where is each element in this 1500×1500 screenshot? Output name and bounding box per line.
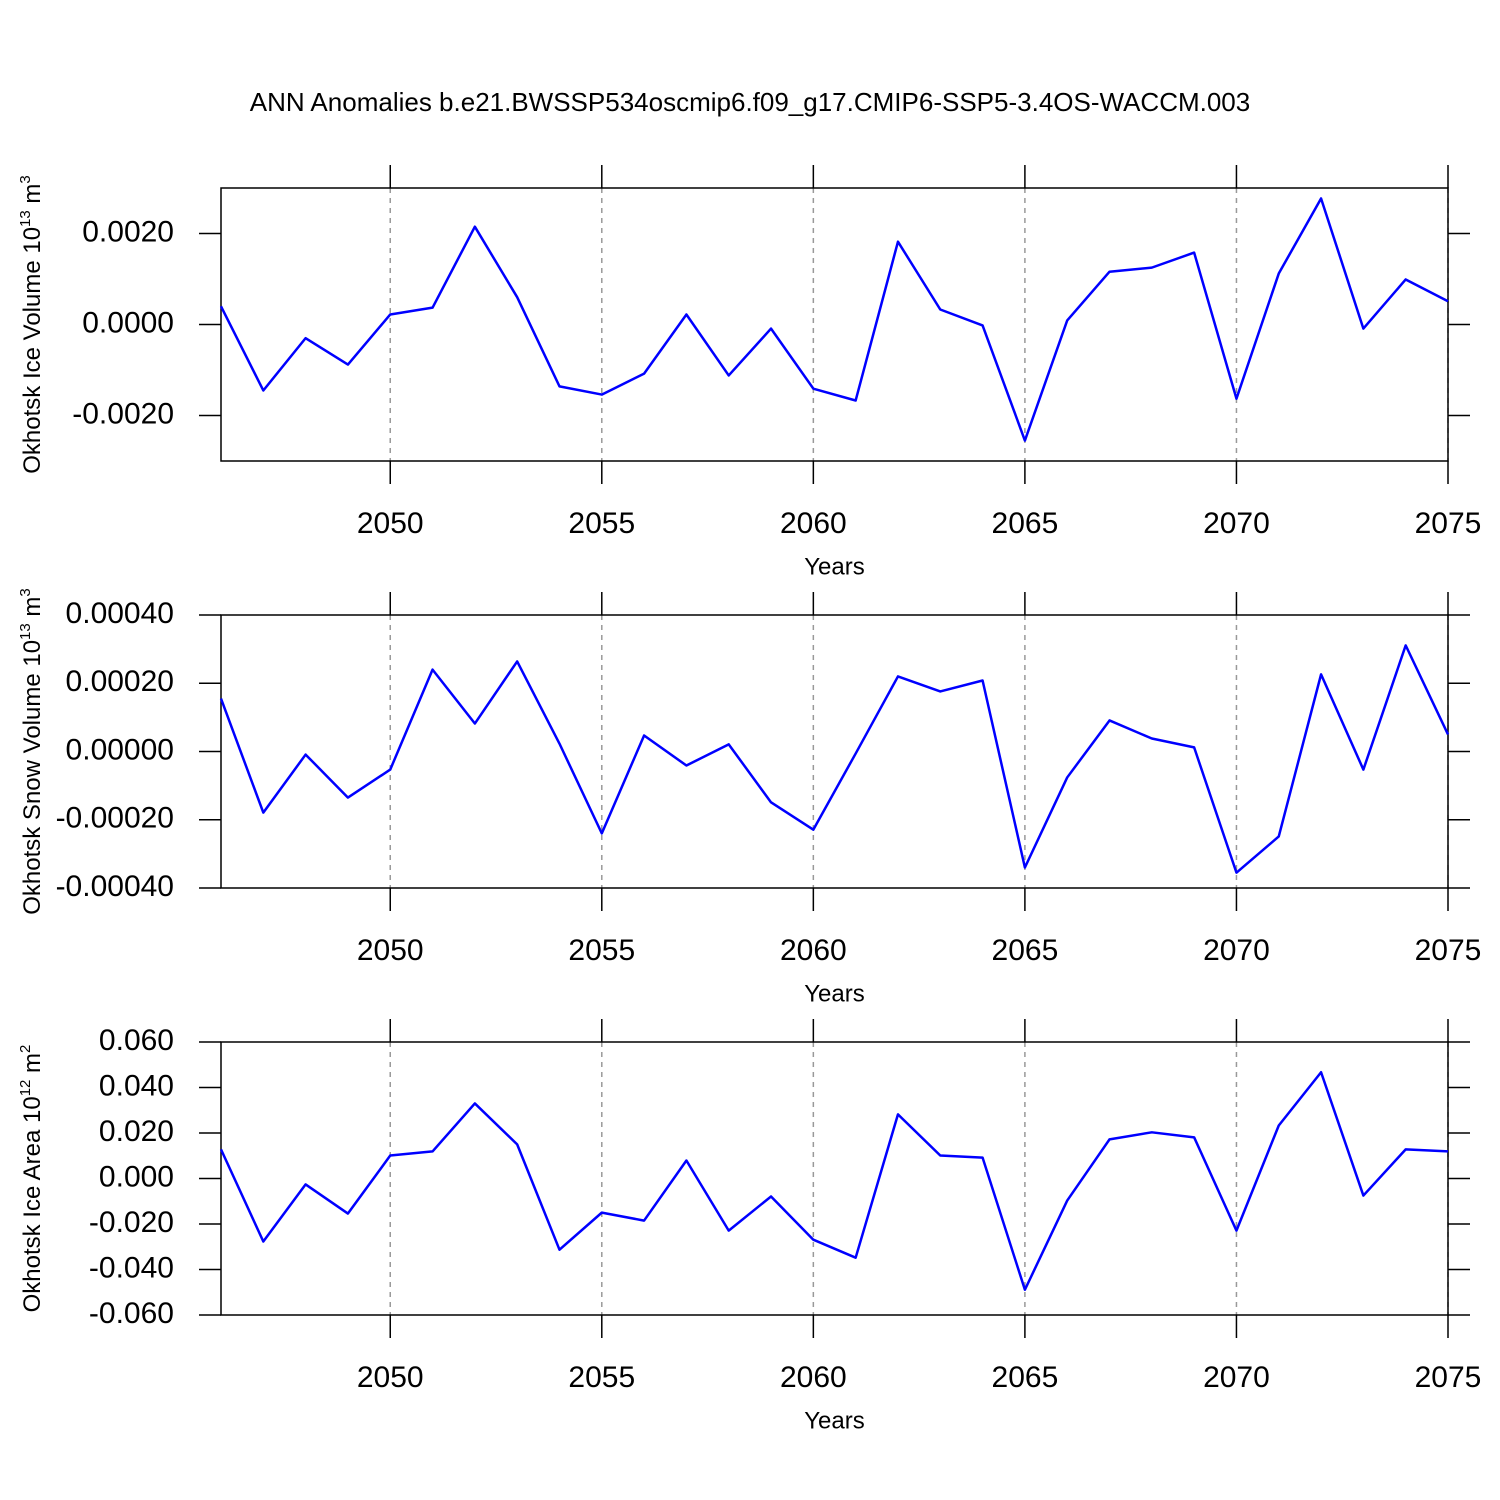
x-tick-label: 2070	[1203, 507, 1270, 540]
y-tick-label: -0.00020	[56, 802, 174, 835]
figure-title: ANN Anomalies b.e21.BWSSP534oscmip6.f09_…	[250, 87, 1250, 117]
x-tick-label: 2065	[992, 507, 1059, 540]
y-axis-label-exponent: 13	[17, 210, 34, 227]
plot-frame	[220, 614, 1449, 889]
y-axis-label-part: Okhotsk Snow Volume 10	[19, 640, 46, 915]
x-tick-label: 2075	[1415, 507, 1482, 540]
plot-frame	[220, 187, 1449, 462]
x-tick-label: 2055	[568, 934, 635, 967]
x-tick-label: 2075	[1415, 934, 1482, 967]
y-tick-label: 0.040	[99, 1069, 174, 1102]
y-tick-label: -0.0020	[72, 397, 174, 430]
x-tick-label: 2075	[1415, 1361, 1482, 1394]
y-axis-label-exponent: 2	[17, 1045, 34, 1053]
y-axis-label-part: Okhotsk Ice Volume 10	[19, 227, 46, 474]
y-axis-label: Okhotsk Snow Volume 1013 m3	[17, 588, 46, 915]
y-tick-label: 0.0020	[82, 215, 174, 248]
x-tick-label: 2060	[780, 507, 847, 540]
y-tick-label: -0.00040	[56, 870, 174, 903]
y-axis-label-exponent: 13	[17, 623, 34, 640]
x-tick-label: 2060	[780, 934, 847, 967]
y-axis-label-part: Okhotsk Ice Area 10	[19, 1096, 46, 1312]
y-tick-label: 0.00040	[66, 597, 174, 630]
x-tick-label: 2065	[992, 934, 1059, 967]
y-tick-label: 0.00020	[66, 665, 174, 698]
x-tick-label: 2070	[1203, 1361, 1270, 1394]
x-tick-label: 2055	[568, 1361, 635, 1394]
x-tick-label: 2055	[568, 507, 635, 540]
y-axis-label-part: m	[19, 597, 46, 624]
y-axis-label: Okhotsk Ice Volume 1013 m3	[17, 175, 46, 474]
y-axis-label-part: m	[19, 1053, 46, 1080]
y-tick-label: -0.040	[89, 1251, 174, 1284]
y-axis-label-exponent: 12	[17, 1080, 34, 1097]
y-axis-label-exponent: 3	[17, 175, 34, 183]
x-tick-label: 2050	[357, 934, 424, 967]
x-tick-label: 2060	[780, 1361, 847, 1394]
x-tick-label: 2065	[992, 1361, 1059, 1394]
y-tick-label: -0.060	[89, 1297, 174, 1330]
x-tick-label: 2070	[1203, 934, 1270, 967]
x-axis-label: Years	[804, 1407, 865, 1434]
data-line	[219, 1071, 1449, 1291]
x-axis-label: Years	[804, 980, 865, 1007]
y-tick-label: 0.00000	[66, 733, 174, 766]
plot-frame	[220, 1041, 1449, 1316]
y-axis-label-exponent: 3	[17, 588, 34, 596]
y-tick-label: 0.0000	[82, 306, 174, 339]
data-line	[219, 197, 1449, 442]
y-tick-label: -0.020	[89, 1206, 174, 1239]
y-axis-label: Okhotsk Ice Area 1012 m2	[17, 1045, 46, 1313]
data-line	[219, 644, 1450, 874]
y-tick-label: 0.000	[99, 1160, 174, 1193]
y-axis-label-part: m	[19, 184, 46, 211]
y-tick-label: 0.060	[99, 1024, 174, 1057]
x-axis-label: Years	[804, 553, 865, 580]
y-tick-label: 0.020	[99, 1115, 174, 1148]
x-tick-label: 2050	[357, 1361, 424, 1394]
x-tick-label: 2050	[357, 507, 424, 540]
